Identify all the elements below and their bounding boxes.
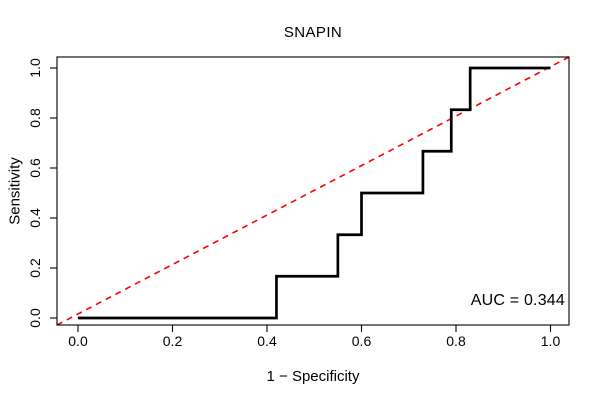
plot-box bbox=[56, 56, 570, 326]
plot-title: SNAPIN bbox=[283, 24, 343, 41]
auc-annotation: AUC = 0.344 bbox=[470, 292, 565, 309]
y-tick-label: 0.2 bbox=[27, 258, 43, 278]
y-tick-label: 1.0 bbox=[27, 58, 43, 78]
roc-curve-line bbox=[78, 66, 551, 320]
y-axis-label: Sensitivity bbox=[6, 157, 24, 225]
x-tick-label: 0.2 bbox=[162, 333, 183, 349]
x-tick-label: 0.0 bbox=[68, 333, 88, 349]
y-tick-label: 0.8 bbox=[27, 108, 43, 128]
reference-diagonal-line bbox=[56, 56, 570, 326]
x-tick-label: 0.4 bbox=[257, 333, 277, 349]
y-tick-label: 0.0 bbox=[27, 308, 43, 328]
x-tick-label: 1.0 bbox=[540, 333, 561, 349]
x-tick-label: 0.8 bbox=[446, 333, 466, 349]
y-tick-label: 0.6 bbox=[27, 158, 43, 178]
y-tick-label: 0.4 bbox=[27, 208, 43, 228]
x-axis-label: 1 − Specificity bbox=[266, 368, 360, 385]
x-tick-label: 0.6 bbox=[351, 333, 372, 349]
